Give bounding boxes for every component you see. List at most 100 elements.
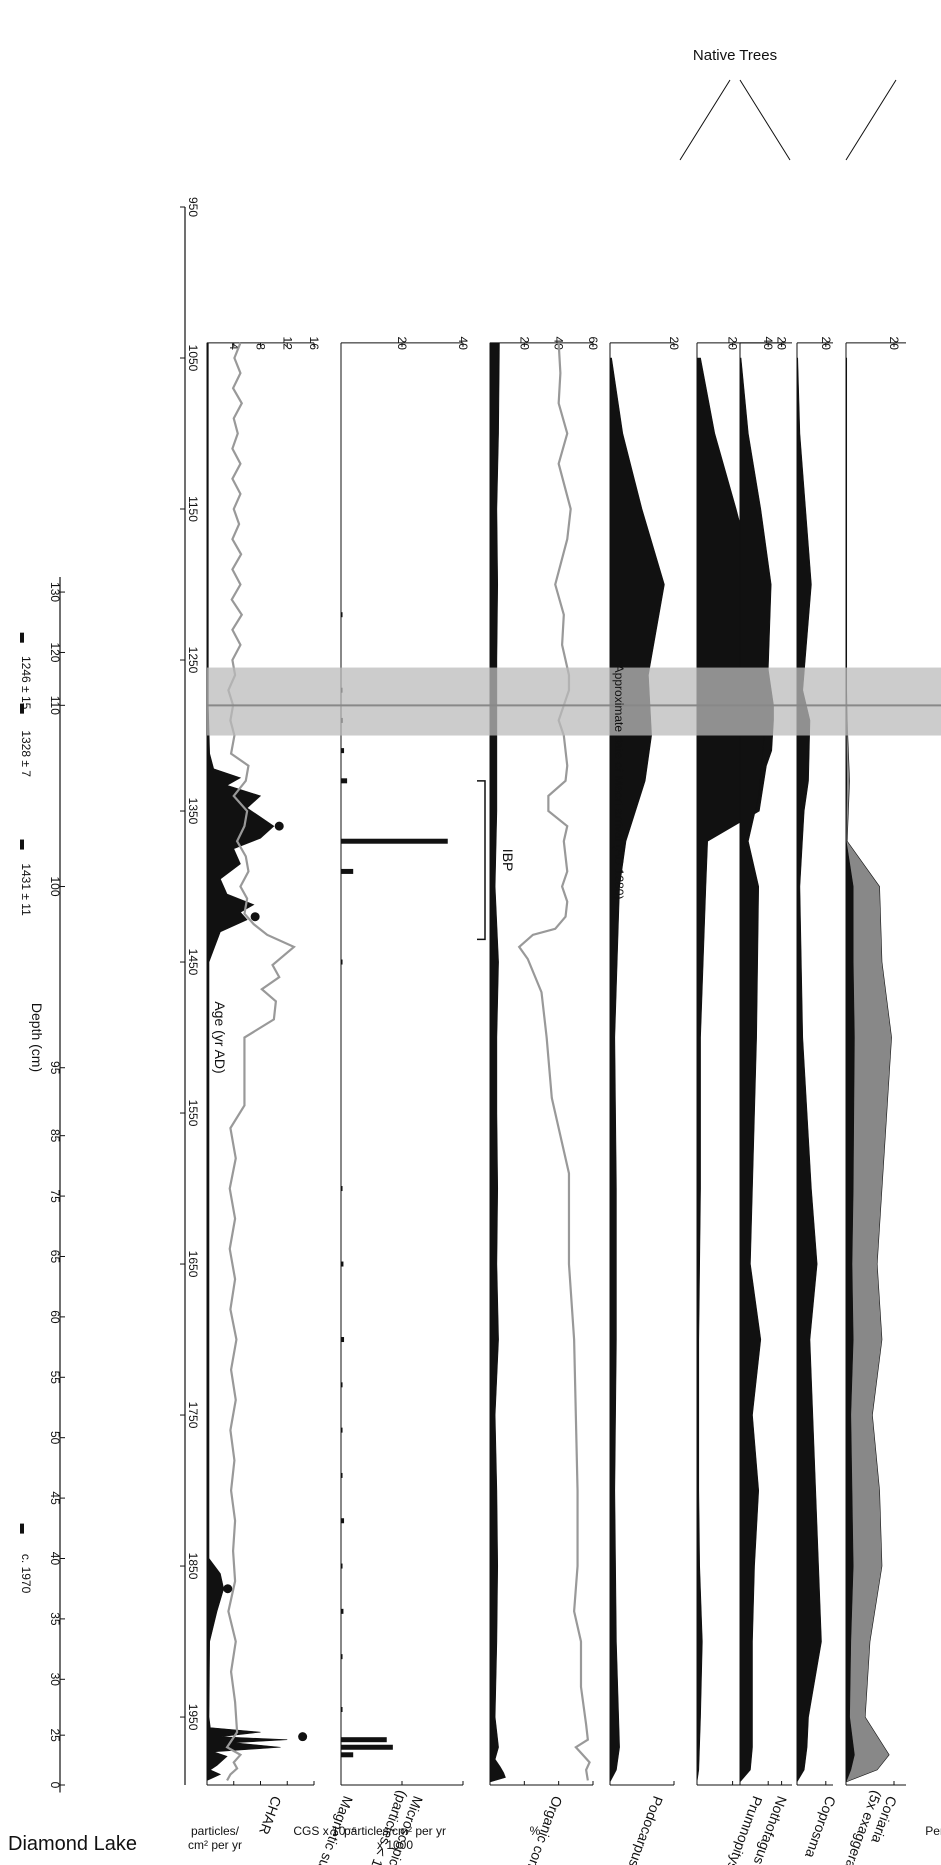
age-tick-label: 1150	[186, 496, 200, 522]
panel-coprosma: 20 Coprosma	[796, 337, 839, 1860]
group-bracket	[679, 79, 791, 161]
area-coprosma	[796, 357, 822, 1784]
bar-micro	[341, 838, 448, 844]
date-label: 1431 ± 11	[19, 863, 33, 916]
area-nothofagus	[739, 357, 772, 1783]
x-axis-unit: CGS x 10⁻⁶	[293, 1824, 356, 1838]
age-tick-label: 1250	[186, 647, 200, 674]
panel-tick-label: 40	[456, 337, 470, 351]
group-label: Native Trees	[693, 47, 777, 64]
group-bracket	[845, 79, 941, 161]
panel-tick-label: 20	[726, 337, 740, 351]
date-marker	[20, 839, 24, 850]
age-tick-label: 1950	[186, 1704, 200, 1731]
date-dot	[223, 1584, 233, 1594]
depth-tick-label: 85	[48, 1129, 62, 1143]
panel-tick-label: 20	[395, 337, 409, 351]
line-organic	[517, 342, 591, 1781]
panel-tick-label: 20	[775, 337, 789, 351]
depth-tick-label: 110	[48, 696, 62, 715]
age-tick-label: 1650	[186, 1251, 200, 1278]
age-tick-label: 1550	[186, 1100, 200, 1127]
bar-micro	[341, 1472, 343, 1478]
bar-micro	[341, 1563, 343, 1569]
date-label: c. 1970	[19, 1554, 33, 1594]
bar-micro	[341, 1337, 345, 1343]
bar-micro	[341, 1744, 393, 1750]
bar-micro	[341, 1737, 387, 1743]
date-marker	[20, 632, 24, 643]
date-dot	[298, 1732, 308, 1742]
bar-micro	[341, 959, 343, 965]
bar-micro	[341, 612, 343, 618]
depth-tick-label: 120	[48, 642, 62, 662]
bar-micro	[341, 1654, 343, 1660]
panel-tick-label: 16	[307, 337, 321, 351]
date-label: 1246 ± 15	[19, 656, 33, 710]
stratigraphic-diagram: 1950185017501650155014501350125011501050…	[19, 47, 941, 1865]
age-tick-label: 1350	[186, 798, 200, 825]
panel-micro: 2040Microscopic charcoal influx(particle…	[340, 337, 470, 1865]
depth-tick-label: 30	[48, 1673, 62, 1687]
depth-tick-label: 0	[48, 1782, 62, 1789]
bar-micro	[341, 1186, 343, 1192]
panel-tick-label: 20	[887, 337, 901, 351]
age-tick-label: 1450	[186, 949, 200, 976]
depth-tick-label: 95	[48, 1061, 62, 1075]
depth-tick-label: 25	[48, 1728, 62, 1742]
depth-tick-label: 75	[48, 1189, 62, 1203]
ibp-label: IBP	[500, 849, 516, 872]
depth-tick-label: 55	[48, 1371, 62, 1385]
age-tick-label: 1050	[186, 345, 200, 372]
depth-tick-label: 50	[48, 1431, 62, 1445]
panel-tick-label: 20	[517, 337, 531, 351]
maori-arrival-label: *Approximate date of Maori arrival (AD 1…	[612, 660, 626, 899]
bar-micro	[341, 1382, 343, 1388]
date-label: 1328 ± 7	[19, 730, 33, 777]
date-marker	[20, 1523, 24, 1534]
bar-micro	[341, 1427, 343, 1433]
panel-tick-label: 4	[227, 343, 241, 350]
x-axis-unit: particles/cm² per yr	[188, 1824, 242, 1852]
depth-tick-label: 60	[48, 1310, 62, 1324]
bar-micro	[341, 1706, 343, 1712]
x-axis-unit: particles/cm² per yr x 1000	[344, 1824, 446, 1852]
depth-tick-label: 130	[48, 582, 62, 602]
area-podocarpus	[609, 357, 665, 1783]
depth-tick-label: 45	[48, 1491, 62, 1505]
bar-micro	[341, 1518, 345, 1524]
panel-label-char: CHAR	[256, 1794, 285, 1837]
maori-arrival-band	[207, 667, 941, 736]
page-title: Diamond Lake	[8, 1833, 137, 1855]
panel-label-podocarpus: Podocarpus	[626, 1794, 667, 1865]
depth-axis-title: Depth (cm)	[29, 1003, 45, 1072]
area-coriaria	[845, 357, 855, 1783]
line-char	[225, 342, 296, 1782]
age-axis-title: Age (yr AD)	[212, 1001, 228, 1073]
area-organic	[489, 342, 506, 1783]
depth-tick-label: 65	[48, 1250, 62, 1264]
ibp-bracket	[477, 780, 486, 941]
depth-tick-label: 35	[48, 1612, 62, 1626]
panel-label-coriaria: Coriaria(5x exaggeration)	[833, 1788, 900, 1865]
panel-tick-label: 8	[254, 343, 268, 350]
date-dot	[250, 912, 260, 922]
panel-tick-label: 12	[280, 337, 294, 351]
panel-coriaria: 20 Coriaria(5x exaggeration)	[833, 337, 906, 1865]
panel-tick-label: 20	[819, 337, 833, 351]
bar-micro	[341, 1752, 354, 1758]
panel-label-coprosma: Coprosma	[802, 1794, 839, 1860]
date-dot	[274, 821, 284, 831]
bar-micro	[341, 778, 348, 784]
area-char	[206, 342, 288, 1781]
x-axis-unit: Percentage of terrestrial pollen sum	[925, 1824, 941, 1838]
x-axis-unit: %	[530, 1824, 541, 1838]
depth-tick-label: 40	[48, 1552, 62, 1566]
age-tick-label: 1750	[186, 1402, 200, 1429]
panel-podocarpus: 20 Podocarpus	[609, 337, 681, 1865]
panel-tick-label: 60	[586, 337, 600, 351]
bar-micro	[341, 1608, 344, 1614]
